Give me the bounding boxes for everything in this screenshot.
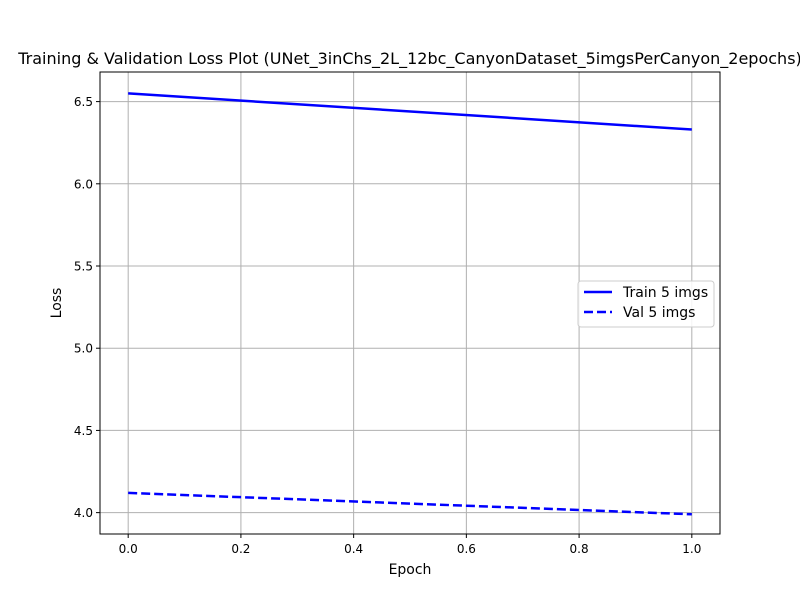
y-axis-label: Loss <box>49 288 65 319</box>
grid <box>100 72 720 534</box>
legend-label-train: Train 5 imgs <box>622 285 708 301</box>
x-tick-label: 0.8 <box>570 542 589 556</box>
train-loss-line <box>128 92 692 131</box>
x-axis-label: Epoch <box>389 562 432 578</box>
x-tick-label: 0.4 <box>344 542 363 556</box>
y-tick-label: 6.0 <box>74 177 93 191</box>
x-ticks: 0.0 0.2 0.4 0.6 0.8 1.0 <box>119 534 701 556</box>
chart-title: Training & Validation Loss Plot (UNet_3i… <box>17 49 800 69</box>
y-tick-label: 5.5 <box>74 260 93 274</box>
series-group <box>128 92 692 516</box>
legend-label-val: Val 5 imgs <box>623 305 695 321</box>
x-tick-label: 1.0 <box>682 542 701 556</box>
y-tick-label: 5.0 <box>74 342 93 356</box>
x-tick-label: 0.2 <box>231 542 250 556</box>
legend: Train 5 imgs Val 5 imgs <box>577 280 715 328</box>
y-tick-label: 6.5 <box>74 95 93 109</box>
y-tick-label: 4.5 <box>74 424 93 438</box>
x-tick-label: 0.6 <box>457 542 476 556</box>
plot-frame <box>99 71 721 535</box>
x-tick-label: 0.0 <box>119 542 138 556</box>
y-tick-label: 4.0 <box>74 506 93 520</box>
val-loss-line <box>128 491 692 516</box>
y-ticks: 4.0 4.5 5.0 5.5 6.0 6.5 <box>74 95 100 520</box>
